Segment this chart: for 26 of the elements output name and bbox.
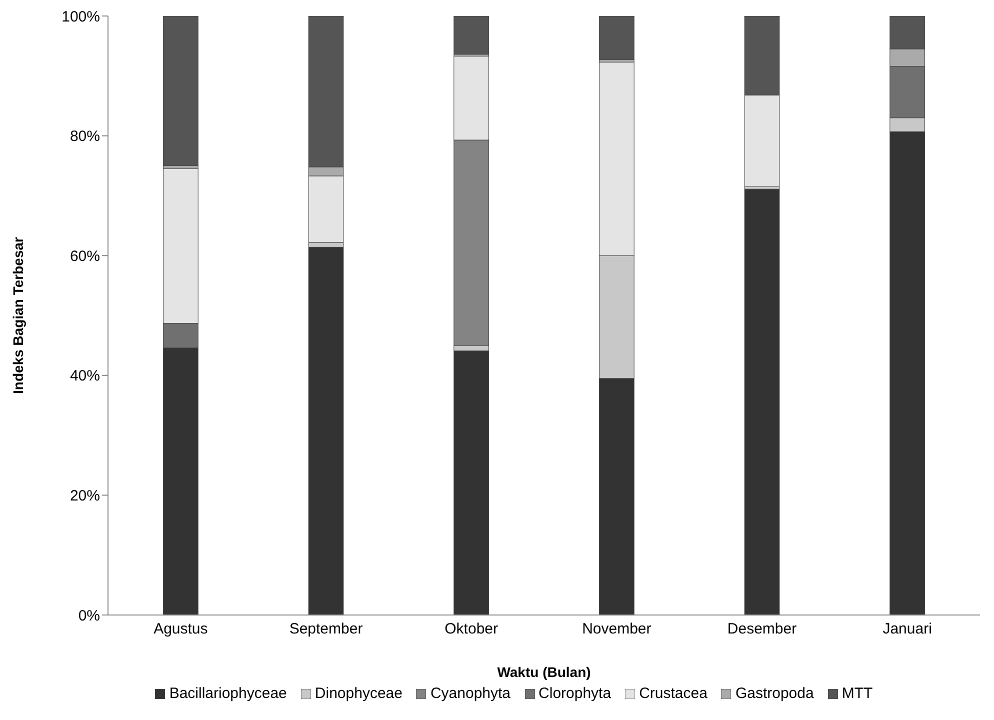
bar	[454, 16, 490, 55]
legend-label: Crustacea	[639, 685, 708, 702]
y-tick-label: 40%	[70, 368, 100, 385]
legend-label: MTT	[842, 685, 873, 702]
x-tick-label: Desember	[727, 620, 797, 638]
legend-label: Dinophyceae	[314, 685, 402, 702]
y-tick-label: 0%	[78, 607, 100, 624]
bar	[308, 246, 344, 615]
y-tick-label: 60%	[70, 248, 100, 265]
y-tick-label: 20%	[70, 488, 100, 505]
bar	[162, 16, 198, 166]
x-tick-label: September	[289, 620, 363, 638]
y-tick-label: 100%	[62, 8, 100, 26]
x-axis-title: Waktu (Bulan)	[497, 664, 591, 680]
legend-label: Cyanophyta	[430, 685, 511, 702]
y-axis-title: Indeks Bagian Terbesar	[10, 236, 26, 394]
bar	[598, 16, 634, 60]
x-tick-label: Oktober	[444, 620, 498, 638]
x-tick-label: Agustus	[154, 620, 208, 638]
y-tick-label: 80%	[70, 128, 100, 146]
x-tick-label: November	[582, 620, 652, 638]
legend-label: Gastropoda	[735, 685, 814, 702]
bar	[744, 188, 780, 615]
x-tick-label: Januari	[882, 620, 932, 638]
legend-label: Clorophyta	[538, 685, 612, 702]
legend-label: Bacillariophyceae	[169, 685, 287, 702]
